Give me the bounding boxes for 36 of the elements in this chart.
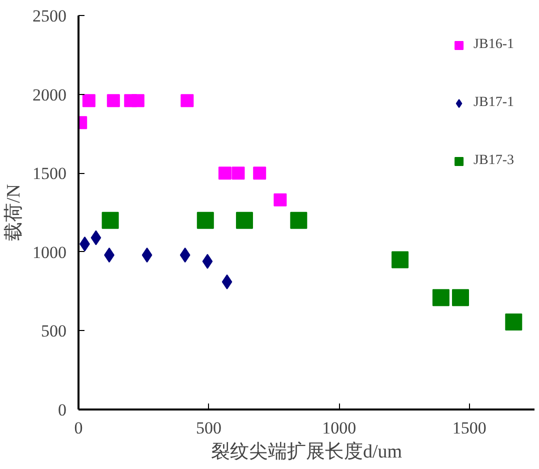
- point: [142, 248, 152, 263]
- legend-label: JB17-3: [474, 153, 514, 169]
- y-tick-label: 2500: [32, 6, 66, 26]
- point: [180, 248, 190, 263]
- point: [222, 274, 232, 290]
- point: [505, 314, 522, 331]
- x-tick-label: 1000: [322, 418, 356, 438]
- x-tick-label: 500: [196, 418, 222, 438]
- legend-label: JB17-1: [474, 95, 514, 111]
- y-tick-label: 500: [41, 322, 66, 341]
- point: [196, 212, 214, 229]
- point: [106, 94, 120, 108]
- point: [253, 166, 266, 180]
- y-tick-label: 1000: [32, 242, 66, 262]
- point: [218, 166, 232, 180]
- y-tick-label: 0: [58, 400, 66, 420]
- y-tick-label: 2000: [32, 85, 66, 104]
- point: [392, 251, 409, 268]
- y-tick-label: 1500: [32, 164, 66, 184]
- x-axis-title: 裂纹尖端扩展长度d/um: [210, 440, 402, 462]
- x-tick-label: 0: [74, 418, 83, 438]
- point: [131, 94, 144, 108]
- point: [180, 94, 194, 108]
- point: [236, 212, 253, 229]
- point: [452, 289, 469, 306]
- y-axis-title: 载荷/N: [4, 184, 24, 241]
- legend-label: JB16-1: [474, 37, 514, 53]
- point: [432, 289, 450, 306]
- point: [202, 254, 213, 269]
- point: [102, 212, 119, 229]
- x-tick-label: 1500: [452, 418, 486, 438]
- point: [232, 166, 245, 180]
- point: [274, 193, 287, 206]
- point: [90, 230, 102, 246]
- point: [290, 212, 308, 229]
- point: [82, 94, 96, 108]
